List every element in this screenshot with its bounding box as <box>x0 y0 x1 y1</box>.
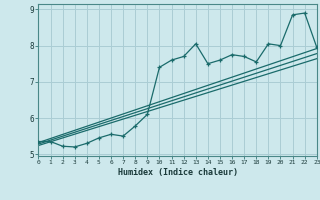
X-axis label: Humidex (Indice chaleur): Humidex (Indice chaleur) <box>118 168 238 177</box>
